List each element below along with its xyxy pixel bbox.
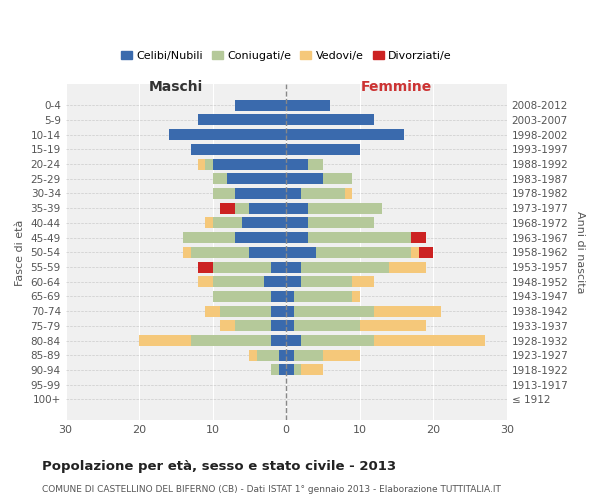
Bar <box>286 306 293 316</box>
Bar <box>183 232 235 243</box>
Bar <box>198 262 212 272</box>
Bar <box>212 188 235 199</box>
Bar <box>235 320 271 332</box>
Bar <box>286 144 360 155</box>
Bar <box>220 306 271 316</box>
Text: Femmine: Femmine <box>361 80 432 94</box>
Bar <box>227 174 286 184</box>
Bar <box>235 188 286 199</box>
Bar <box>293 320 360 332</box>
Bar <box>212 158 286 170</box>
Bar <box>293 364 301 376</box>
Bar <box>205 158 212 170</box>
Bar <box>250 247 286 258</box>
Text: Maschi: Maschi <box>149 80 203 94</box>
Bar <box>286 114 374 126</box>
Bar <box>257 350 279 361</box>
Bar <box>212 174 227 184</box>
Bar <box>286 247 316 258</box>
Bar <box>279 364 286 376</box>
Bar <box>250 202 286 213</box>
Bar <box>286 350 293 361</box>
Bar <box>352 291 360 302</box>
Bar <box>286 276 301 287</box>
Bar <box>191 335 271 346</box>
Bar <box>139 335 191 346</box>
Bar <box>374 335 485 346</box>
Bar <box>286 158 308 170</box>
Bar <box>286 202 308 213</box>
Bar <box>271 335 286 346</box>
Bar <box>250 350 257 361</box>
Bar <box>360 320 426 332</box>
Bar <box>212 262 271 272</box>
Bar <box>235 232 286 243</box>
Bar <box>235 100 286 111</box>
Bar <box>323 350 360 361</box>
Bar <box>169 129 286 140</box>
Bar <box>191 144 286 155</box>
Bar <box>286 320 293 332</box>
Bar <box>286 335 301 346</box>
Bar <box>352 276 374 287</box>
Bar <box>411 247 419 258</box>
Bar <box>271 364 279 376</box>
Bar <box>308 218 374 228</box>
Bar <box>220 202 235 213</box>
Y-axis label: Anni di nascita: Anni di nascita <box>575 211 585 294</box>
Bar <box>264 276 286 287</box>
Bar <box>212 291 271 302</box>
Bar <box>235 202 250 213</box>
Bar <box>271 262 286 272</box>
Bar <box>323 174 352 184</box>
Bar <box>301 276 352 287</box>
Bar <box>308 202 382 213</box>
Y-axis label: Fasce di età: Fasce di età <box>15 219 25 286</box>
Bar <box>205 306 220 316</box>
Bar <box>271 291 286 302</box>
Bar <box>301 262 389 272</box>
Bar <box>271 306 286 316</box>
Bar <box>205 218 212 228</box>
Bar <box>308 158 323 170</box>
Bar <box>220 320 235 332</box>
Bar <box>198 114 286 126</box>
Bar <box>301 335 374 346</box>
Bar <box>419 247 433 258</box>
Bar <box>286 174 323 184</box>
Bar <box>286 188 301 199</box>
Bar <box>301 364 323 376</box>
Bar <box>316 247 411 258</box>
Bar <box>191 247 250 258</box>
Bar <box>286 129 404 140</box>
Bar <box>293 306 374 316</box>
Bar <box>301 188 345 199</box>
Bar <box>308 232 411 243</box>
Bar <box>286 218 308 228</box>
Legend: Celibi/Nubili, Coniugati/e, Vedovi/e, Divorziati/e: Celibi/Nubili, Coniugati/e, Vedovi/e, Di… <box>116 46 456 66</box>
Bar <box>286 100 331 111</box>
Bar <box>242 218 286 228</box>
Bar <box>286 262 301 272</box>
Bar <box>271 320 286 332</box>
Bar <box>279 350 286 361</box>
Bar <box>345 188 352 199</box>
Text: COMUNE DI CASTELLINO DEL BIFERNO (CB) - Dati ISTAT 1° gennaio 2013 - Elaborazion: COMUNE DI CASTELLINO DEL BIFERNO (CB) - … <box>42 485 501 494</box>
Bar <box>411 232 426 243</box>
Bar <box>183 247 191 258</box>
Bar <box>374 306 440 316</box>
Bar <box>212 218 242 228</box>
Bar <box>286 291 293 302</box>
Bar <box>293 350 323 361</box>
Bar <box>293 291 352 302</box>
Bar <box>286 364 293 376</box>
Bar <box>198 276 212 287</box>
Bar <box>389 262 426 272</box>
Bar <box>198 158 205 170</box>
Text: Popolazione per età, sesso e stato civile - 2013: Popolazione per età, sesso e stato civil… <box>42 460 396 473</box>
Bar <box>286 232 308 243</box>
Bar <box>212 276 264 287</box>
